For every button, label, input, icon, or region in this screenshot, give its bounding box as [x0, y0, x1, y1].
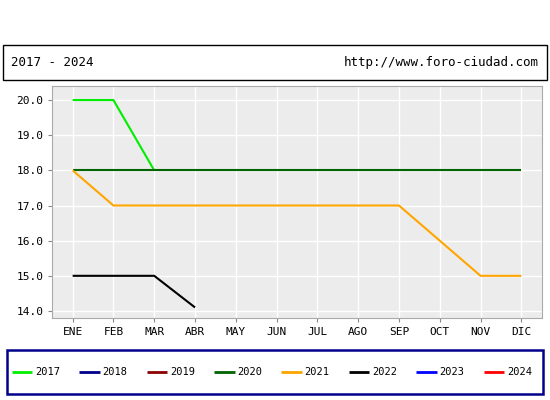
Text: http://www.foro-ciudad.com: http://www.foro-ciudad.com: [344, 56, 539, 69]
Text: 2023: 2023: [439, 367, 464, 377]
Bar: [3, 45, 547, 80]
Text: 2020: 2020: [237, 367, 262, 377]
Text: 2017 - 2024: 2017 - 2024: [11, 56, 94, 69]
Text: Evolucion num de emigrantes en Palaciosrubios: Evolucion num de emigrantes en Palaciosr…: [78, 14, 472, 30]
Text: 2017: 2017: [35, 367, 60, 377]
Text: 2019: 2019: [170, 367, 195, 377]
Text: 2024: 2024: [507, 367, 532, 377]
Text: 2022: 2022: [372, 367, 397, 377]
Text: 2018: 2018: [102, 367, 128, 377]
Text: 2021: 2021: [305, 367, 329, 377]
